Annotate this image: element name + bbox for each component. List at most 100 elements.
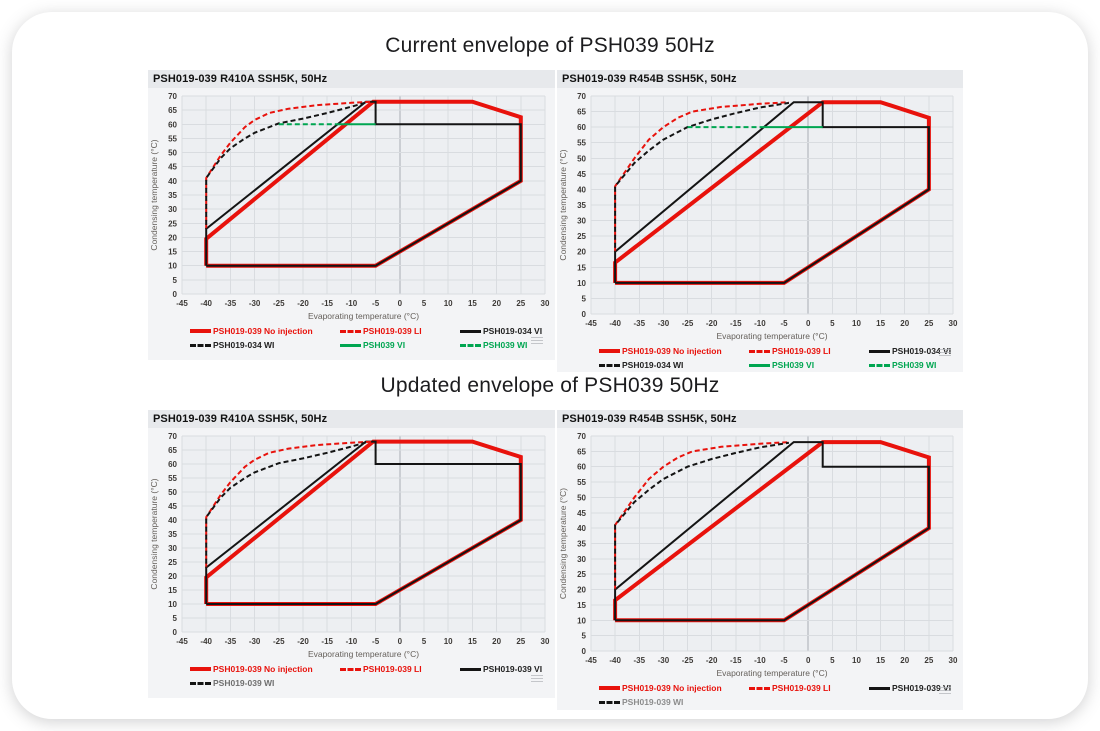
svg-text:5: 5 [830,656,835,665]
legend-label: PSH019-039 LI [363,326,422,336]
svg-text:25: 25 [168,558,177,567]
svg-text:30: 30 [168,205,177,214]
legend-swatch-dashed-green [460,343,481,347]
svg-text:10: 10 [168,262,177,271]
legend-label: PSH019-039 VI [483,664,543,674]
svg-text:20: 20 [900,319,909,328]
svg-text:15: 15 [876,319,885,328]
legend-label: PSH039 WI [892,360,937,370]
svg-text:20: 20 [168,572,177,581]
chart-title: PSH019-039 R454B SSH5K, 50Hz [557,70,963,88]
svg-text:-15: -15 [321,637,333,646]
legend-item: PSH019-034 VI [460,325,588,337]
legend-item: PSH019-034 WI [190,339,340,351]
svg-text:-45: -45 [176,299,188,308]
svg-text:-5: -5 [372,637,380,646]
svg-text:15: 15 [468,299,477,308]
legend-item: PSH019-034 VI [869,345,997,357]
svg-text:0: 0 [582,647,587,656]
legend-label: PSH019-039 LI [772,346,831,356]
svg-text:20: 20 [577,248,586,257]
chart-panel-updated-r410a: PSH019-039 R410A SSH5K, 50Hz -45 -40 -35 -3… [148,410,555,698]
legend-label: PSH039 VI [772,360,815,370]
svg-text:50: 50 [577,493,586,502]
legend-swatch-solid-red [599,349,620,353]
svg-text:55: 55 [577,139,586,148]
legend-item: PSH019-039 LI [340,663,460,675]
svg-text:70: 70 [168,92,177,101]
chart-title: PSH019-039 R454B SSH5K, 50Hz [557,410,963,428]
legend-item: PSH019-039 No injection [190,663,340,675]
svg-text:-25: -25 [273,299,285,308]
chart-legend: PSH019-039 No injection PSH019-039 LI PSH0… [557,682,963,708]
legend-swatch-dashed-red [749,686,770,690]
legend-item: PSH039 VI [749,359,869,371]
svg-text:-10: -10 [346,637,358,646]
svg-text:20: 20 [492,299,501,308]
chart-panel-current-r410a: PSH019-039 R410A SSH5K, 50Hz -45 -40 -35 -3… [148,70,555,360]
svg-text:-40: -40 [609,656,621,665]
svg-text:10: 10 [852,656,861,665]
svg-text:40: 40 [577,524,586,533]
svg-text:0: 0 [398,299,403,308]
svg-text:45: 45 [577,509,586,518]
svg-text:-30: -30 [249,299,261,308]
legend-swatch-solid-green [340,343,361,347]
svg-text:35: 35 [577,540,586,549]
legend-swatch-dashed-black [599,363,620,367]
svg-text:15: 15 [577,601,586,610]
vendor-watermark-icon [531,674,543,682]
legend-label: PSH019-039 No injection [622,346,722,356]
svg-text:Condensing temperature (°C): Condensing temperature (°C) [149,139,159,250]
svg-text:Evaporating temperature (°C): Evaporating temperature (°C) [716,668,827,678]
legend-swatch-solid-green [749,363,770,367]
legend-swatch-solid-black [460,329,481,333]
legend-swatch-solid-red [190,667,211,671]
svg-text:Condensing temperature (°C): Condensing temperature (°C) [558,149,568,260]
svg-text:40: 40 [168,177,177,186]
legend-swatch-solid-black [460,667,481,671]
svg-text:45: 45 [168,502,177,511]
svg-text:10: 10 [577,279,586,288]
legend-item: PSH019-039 No injection [190,325,340,337]
svg-text:55: 55 [577,478,586,487]
svg-text:-10: -10 [754,656,766,665]
svg-text:65: 65 [168,106,177,115]
series-psh019-039-vi [205,440,522,605]
svg-text:-15: -15 [730,656,742,665]
legend-item: PSH019-039 No injection [599,345,749,357]
series-psh019-039-vi [614,441,930,622]
svg-text:0: 0 [806,656,811,665]
svg-text:-45: -45 [585,319,597,328]
svg-text:60: 60 [168,120,177,129]
svg-text:-30: -30 [658,656,670,665]
svg-text:0: 0 [582,310,587,319]
svg-text:25: 25 [924,319,933,328]
svg-text:65: 65 [577,447,586,456]
legend-swatch-solid-red [190,329,211,333]
svg-text:25: 25 [516,299,525,308]
svg-text:-35: -35 [633,656,645,665]
svg-text:0: 0 [398,637,403,646]
svg-text:35: 35 [577,201,586,210]
svg-text:25: 25 [168,219,177,228]
legend-swatch-dashed-red [340,667,361,671]
chart-plot: -45 -40 -35 -30 -25 -20 -15 -10 -5 0 5 10 15 20 25 30 0 5… [557,88,963,344]
svg-text:-40: -40 [609,319,621,328]
svg-text:30: 30 [577,555,586,564]
svg-text:65: 65 [168,446,177,455]
series-psh019-039-li [614,101,789,252]
legend-swatch-dashed-red [749,349,770,353]
chart-panel-current-r454b: PSH019-039 R454B SSH5K, 50Hz -45 -40 -35 -3… [557,70,963,372]
svg-text:25: 25 [577,232,586,241]
legend-swatch-dashed-black [190,681,211,685]
series-psh019-034-wi [205,101,367,229]
svg-text:25: 25 [924,656,933,665]
legend-item: PSH019-039 No injection [599,682,749,694]
svg-text:-20: -20 [297,637,309,646]
svg-text:40: 40 [577,185,586,194]
legend-item: PSH039 VI [340,339,460,351]
svg-text:20: 20 [577,586,586,595]
svg-text:-25: -25 [273,637,285,646]
svg-text:55: 55 [168,134,177,143]
